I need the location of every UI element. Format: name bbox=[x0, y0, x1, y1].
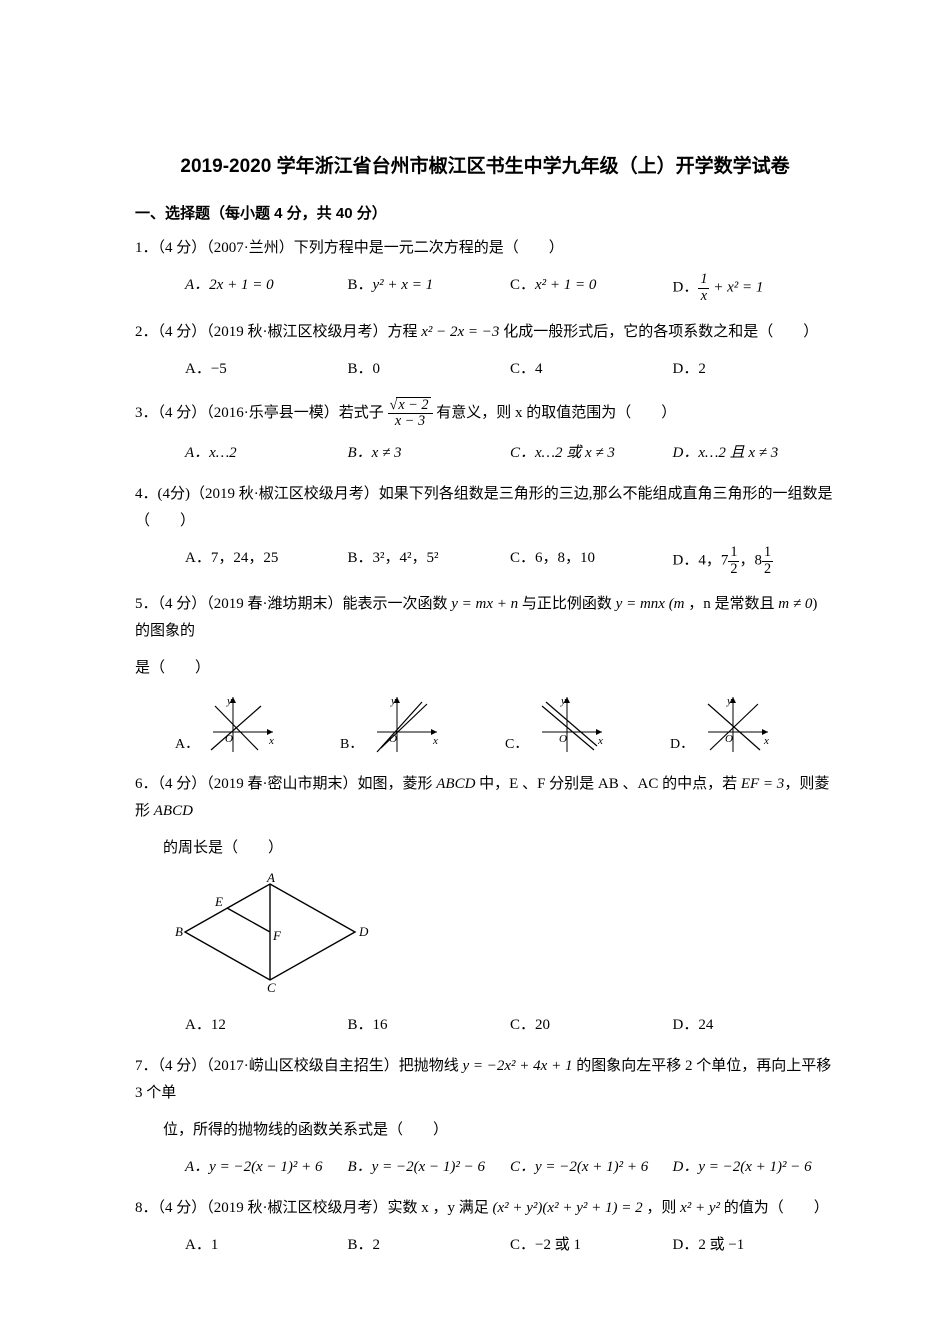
q2-opt-c: C．4 bbox=[510, 356, 673, 383]
q1-opt-d: D．1x + x² = 1 bbox=[673, 272, 836, 304]
q6-stem-2: 的周长是（ ） bbox=[135, 835, 835, 862]
question-5: 5．（4 分）（2019 春·潍坊期末）能表示一次函数 y = mx + n 与… bbox=[135, 591, 835, 757]
svg-text:y: y bbox=[726, 695, 732, 707]
svg-text:F: F bbox=[272, 928, 282, 943]
q1-opt-c: C．x² + 1 = 0 bbox=[510, 272, 673, 304]
q6-stem: 6．（4 分）（2019 春·密山市期末）如图，菱形 ABCD 中，E 、F 分… bbox=[135, 771, 835, 825]
q2-stem: 2．（4 分）（2019 秋·椒江区校级月考）方程 x² − 2x = −3 化… bbox=[135, 319, 835, 346]
svg-text:B: B bbox=[175, 924, 183, 939]
svg-text:A: A bbox=[266, 872, 275, 885]
q5-opt-c: C． y x O bbox=[505, 692, 670, 757]
question-4: 4．(4分)（2019 秋·椒江区校级月考）如果下列各组数是三角形的三边,那么不… bbox=[135, 481, 835, 577]
q1-options: A．2x + 1 = 0 B．y² + x = 1 C．x² + 1 = 0 D… bbox=[135, 272, 835, 304]
svg-text:y: y bbox=[560, 695, 566, 707]
q4-opt-d: D．4，712，812 bbox=[673, 545, 836, 577]
q1-stem: 1．（4 分）（2007·兰州）下列方程中是一元二次方程的是（ ） bbox=[135, 235, 835, 262]
q1-opt-a: A．2x + 1 = 0 bbox=[185, 272, 348, 304]
question-8: 8．（4 分）（2019 秋·椒江区校级月考）实数 x ，y 满足 (x² + … bbox=[135, 1195, 835, 1259]
q3-opt-b: B．x ≠ 3 bbox=[348, 440, 511, 467]
q2-opt-b: B．0 bbox=[348, 356, 511, 383]
q3-stem: 3．（4 分）（2016·乐亭县一模）若式子 √x − 2x − 3 有意义，则… bbox=[135, 397, 835, 430]
q7-opt-d: D．y = −2(x + 1)² − 6 bbox=[673, 1154, 836, 1181]
q3-opt-d: D．x…2 且 x ≠ 3 bbox=[673, 440, 836, 467]
q6-figure: A B C D E F bbox=[135, 872, 835, 1002]
q7-stem-2: 位，所得的抛物线的函数关系式是（ ） bbox=[135, 1117, 835, 1144]
q6-opt-d: D．24 bbox=[673, 1012, 836, 1039]
question-2: 2．（4 分）（2019 秋·椒江区校级月考）方程 x² − 2x = −3 化… bbox=[135, 319, 835, 383]
svg-text:x: x bbox=[268, 735, 274, 747]
svg-text:E: E bbox=[214, 894, 223, 909]
q4-opt-c: C．6，8，10 bbox=[510, 545, 673, 577]
q5-stem-2: 是（ ） bbox=[135, 655, 835, 682]
q3-options: A．x…2 B．x ≠ 3 C．x…2 或 x ≠ 3 D．x…2 且 x ≠ … bbox=[135, 440, 835, 467]
q6-opt-b: B．16 bbox=[348, 1012, 511, 1039]
svg-text:C: C bbox=[267, 980, 276, 992]
q8-opt-c: C．−2 或 1 bbox=[510, 1232, 673, 1259]
svg-text:x: x bbox=[763, 735, 769, 747]
q8-opt-d: D．2 或 −1 bbox=[673, 1232, 836, 1259]
question-7: 7．（4 分）（2017·崂山区校级自主招生）把抛物线 y = −2x² + 4… bbox=[135, 1053, 835, 1181]
q5-opt-a: A． y x O bbox=[175, 692, 340, 757]
q2-opt-a: A．−5 bbox=[185, 356, 348, 383]
svg-text:O: O bbox=[559, 733, 567, 745]
graph-b-icon: y x O bbox=[367, 692, 447, 757]
q3-opt-c: C．x…2 或 x ≠ 3 bbox=[510, 440, 673, 467]
q5-opt-d: D． y x O bbox=[670, 692, 835, 757]
q5-options: A． y x O B． y x O bbox=[135, 692, 835, 757]
q7-opt-a: A．y = −2(x − 1)² + 6 bbox=[185, 1154, 348, 1181]
graph-c-icon: y x O bbox=[532, 692, 612, 757]
graph-d-icon: y x O bbox=[698, 692, 778, 757]
q7-opt-c: C．y = −2(x + 1)² + 6 bbox=[510, 1154, 673, 1181]
svg-text:D: D bbox=[358, 924, 369, 939]
q8-opt-a: A．1 bbox=[185, 1232, 348, 1259]
svg-text:y: y bbox=[390, 695, 396, 707]
q6-opt-c: C．20 bbox=[510, 1012, 673, 1039]
rhombus-icon: A B C D E F bbox=[175, 872, 375, 992]
question-6: 6．（4 分）（2019 春·密山市期末）如图，菱形 ABCD 中，E 、F 分… bbox=[135, 771, 835, 1039]
q7-opt-b: B．y = −2(x − 1)² − 6 bbox=[348, 1154, 511, 1181]
q2-options: A．−5 B．0 C．4 D．2 bbox=[135, 356, 835, 383]
q6-opt-a: A．12 bbox=[185, 1012, 348, 1039]
question-3: 3．（4 分）（2016·乐亭县一模）若式子 √x − 2x − 3 有意义，则… bbox=[135, 397, 835, 467]
q5-opt-b: B． y x O bbox=[340, 692, 505, 757]
svg-text:x: x bbox=[432, 735, 438, 747]
section-1-header: 一、选择题（每小题 4 分，共 40 分） bbox=[135, 200, 835, 227]
q8-options: A．1 B．2 C．−2 或 1 D．2 或 −1 bbox=[135, 1232, 835, 1259]
svg-text:y: y bbox=[226, 695, 232, 707]
q8-stem: 8．（4 分）（2019 秋·椒江区校级月考）实数 x ，y 满足 (x² + … bbox=[135, 1195, 835, 1222]
q4-opt-a: A．7，24，25 bbox=[185, 545, 348, 577]
q8-opt-b: B．2 bbox=[348, 1232, 511, 1259]
q3-opt-a: A．x…2 bbox=[185, 440, 348, 467]
question-1: 1．（4 分）（2007·兰州）下列方程中是一元二次方程的是（ ） A．2x +… bbox=[135, 235, 835, 304]
q6-options: A．12 B．16 C．20 D．24 bbox=[135, 1012, 835, 1039]
q2-opt-d: D．2 bbox=[673, 356, 836, 383]
q7-stem: 7．（4 分）（2017·崂山区校级自主招生）把抛物线 y = −2x² + 4… bbox=[135, 1053, 835, 1107]
q1-opt-b: B．y² + x = 1 bbox=[348, 272, 511, 304]
q4-opt-b: B．3²，4²，5² bbox=[348, 545, 511, 577]
svg-text:x: x bbox=[597, 735, 603, 747]
exam-title: 2019-2020 学年浙江省台州市椒江区书生中学九年级（上）开学数学试卷 bbox=[135, 150, 835, 184]
graph-a-icon: y x O bbox=[203, 692, 283, 757]
q7-options: A．y = −2(x − 1)² + 6 B．y = −2(x − 1)² − … bbox=[135, 1154, 835, 1181]
q4-options: A．7，24，25 B．3²，4²，5² C．6，8，10 D．4，712，81… bbox=[135, 545, 835, 577]
q5-stem: 5．（4 分）（2019 春·潍坊期末）能表示一次函数 y = mx + n 与… bbox=[135, 591, 835, 645]
q4-stem: 4．(4分)（2019 秋·椒江区校级月考）如果下列各组数是三角形的三边,那么不… bbox=[135, 481, 835, 535]
